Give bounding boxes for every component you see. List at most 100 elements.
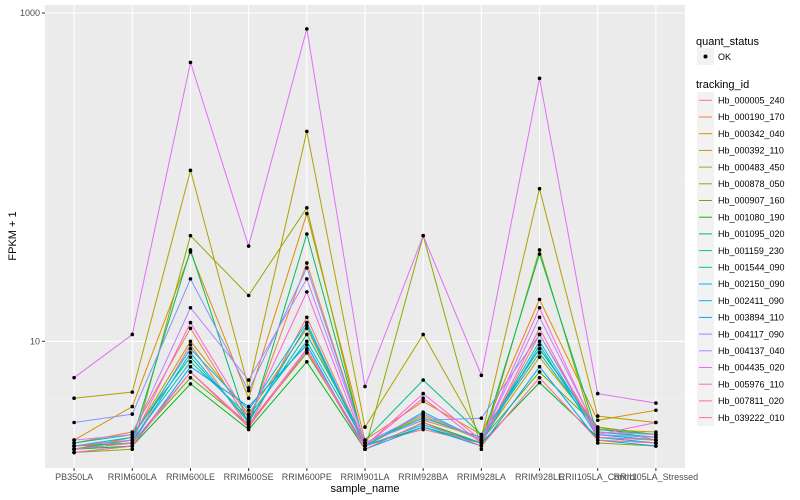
data-point [595, 430, 600, 434]
data-point [130, 447, 135, 452]
data-point [305, 277, 309, 281]
data-point [130, 444, 135, 448]
data-point [595, 438, 600, 442]
data-point [305, 315, 309, 320]
data-point [537, 380, 542, 385]
data-point [72, 375, 76, 380]
x-tick-label: RRIM600LA [108, 472, 157, 482]
legend-item-label: Hb_001080_190 [718, 212, 785, 222]
data-point [305, 326, 309, 331]
data-point [421, 332, 425, 337]
data-point [421, 399, 425, 404]
data-point [72, 396, 76, 400]
data-point [654, 432, 658, 437]
legend-color-title: tracking_id [696, 79, 749, 91]
legend-item-label: Hb_001159_230 [718, 246, 784, 256]
legend-item-label: Hb_039222_010 [718, 413, 785, 423]
data-point [595, 435, 600, 440]
data-point [654, 438, 658, 442]
data-point [188, 382, 193, 386]
legend-shape-label: OK [718, 52, 731, 62]
legend-item-label: Hb_001095_020 [718, 229, 785, 239]
data-point [595, 432, 600, 437]
data-point [130, 404, 135, 409]
data-point [72, 447, 76, 452]
x-tick-label: RRIM600SE [224, 472, 274, 482]
data-point [537, 248, 542, 252]
data-point [72, 444, 76, 448]
data-point [537, 364, 542, 369]
data-point [188, 355, 193, 359]
data-point [305, 129, 309, 134]
y-tick-label: 10 [30, 336, 40, 346]
data-point [537, 305, 542, 310]
data-point [537, 297, 542, 302]
data-point [130, 432, 135, 437]
data-point [654, 444, 658, 448]
x-axis-ticks: PB350LA RRIM600LA RRIM600LE RRIM600SE RRIM60… [55, 468, 698, 482]
data-point [654, 430, 658, 434]
data-point [479, 438, 484, 442]
data-point [363, 384, 367, 389]
legend-shape-title: quant_status [696, 36, 759, 48]
x-tick-label: RRII105LA_Control [559, 472, 637, 482]
data-point [595, 418, 600, 423]
data-point [537, 343, 542, 347]
data-point [305, 320, 309, 325]
data-point [479, 435, 484, 440]
data-point [188, 60, 193, 65]
data-point [246, 386, 251, 390]
legend-item-label: Hb_000878_050 [718, 179, 785, 189]
data-point [188, 326, 193, 331]
legend-item-label: Hb_002150_090 [718, 279, 785, 289]
data-point [246, 425, 251, 429]
data-points [72, 27, 658, 455]
data-point [537, 351, 542, 355]
legend-item-label: Hb_000190_170 [718, 112, 785, 122]
data-point [654, 401, 658, 405]
data-point [363, 425, 367, 429]
data-point [479, 416, 484, 420]
data-point [595, 427, 600, 432]
data-point [246, 416, 251, 420]
data-point [130, 438, 135, 442]
data-point [595, 441, 600, 445]
legend: quant_status OK tracking_id Hb_000005_24… [696, 36, 785, 426]
data-point [537, 355, 542, 359]
data-point [188, 359, 193, 364]
x-tick-label: RRIM928LE [515, 472, 564, 482]
x-tick-label: PB350LA [55, 472, 93, 482]
legend-item-label: Hb_002411_090 [718, 296, 784, 306]
x-tick-label: RRIM600LE [166, 472, 215, 482]
data-point [188, 370, 193, 374]
x-tick-label: RRIM928BA [398, 472, 448, 482]
legend-item-label: Hb_000392_110 [718, 146, 784, 156]
data-point [363, 447, 367, 452]
data-point [246, 378, 251, 382]
data-point [188, 364, 193, 369]
data-point [537, 76, 542, 81]
data-point [305, 351, 309, 355]
x-tick-label: RRIM928LA [457, 472, 506, 482]
data-point [421, 425, 425, 429]
data-point [537, 346, 542, 351]
data-point [305, 27, 309, 31]
data-point [130, 412, 135, 416]
data-point [421, 396, 425, 400]
data-point [654, 420, 658, 425]
data-point [537, 326, 542, 331]
data-point [188, 339, 193, 344]
data-point [421, 378, 425, 382]
data-point [363, 438, 367, 442]
data-point [305, 261, 309, 265]
legend-item-label: Hb_007811_020 [718, 396, 784, 406]
data-point [188, 351, 193, 355]
data-point [421, 391, 425, 396]
data-point [305, 343, 309, 347]
data-point [130, 390, 135, 394]
data-point [188, 320, 193, 325]
data-point [305, 211, 309, 216]
legend-item-label: Hb_004137_040 [718, 346, 785, 356]
data-point [479, 432, 484, 437]
